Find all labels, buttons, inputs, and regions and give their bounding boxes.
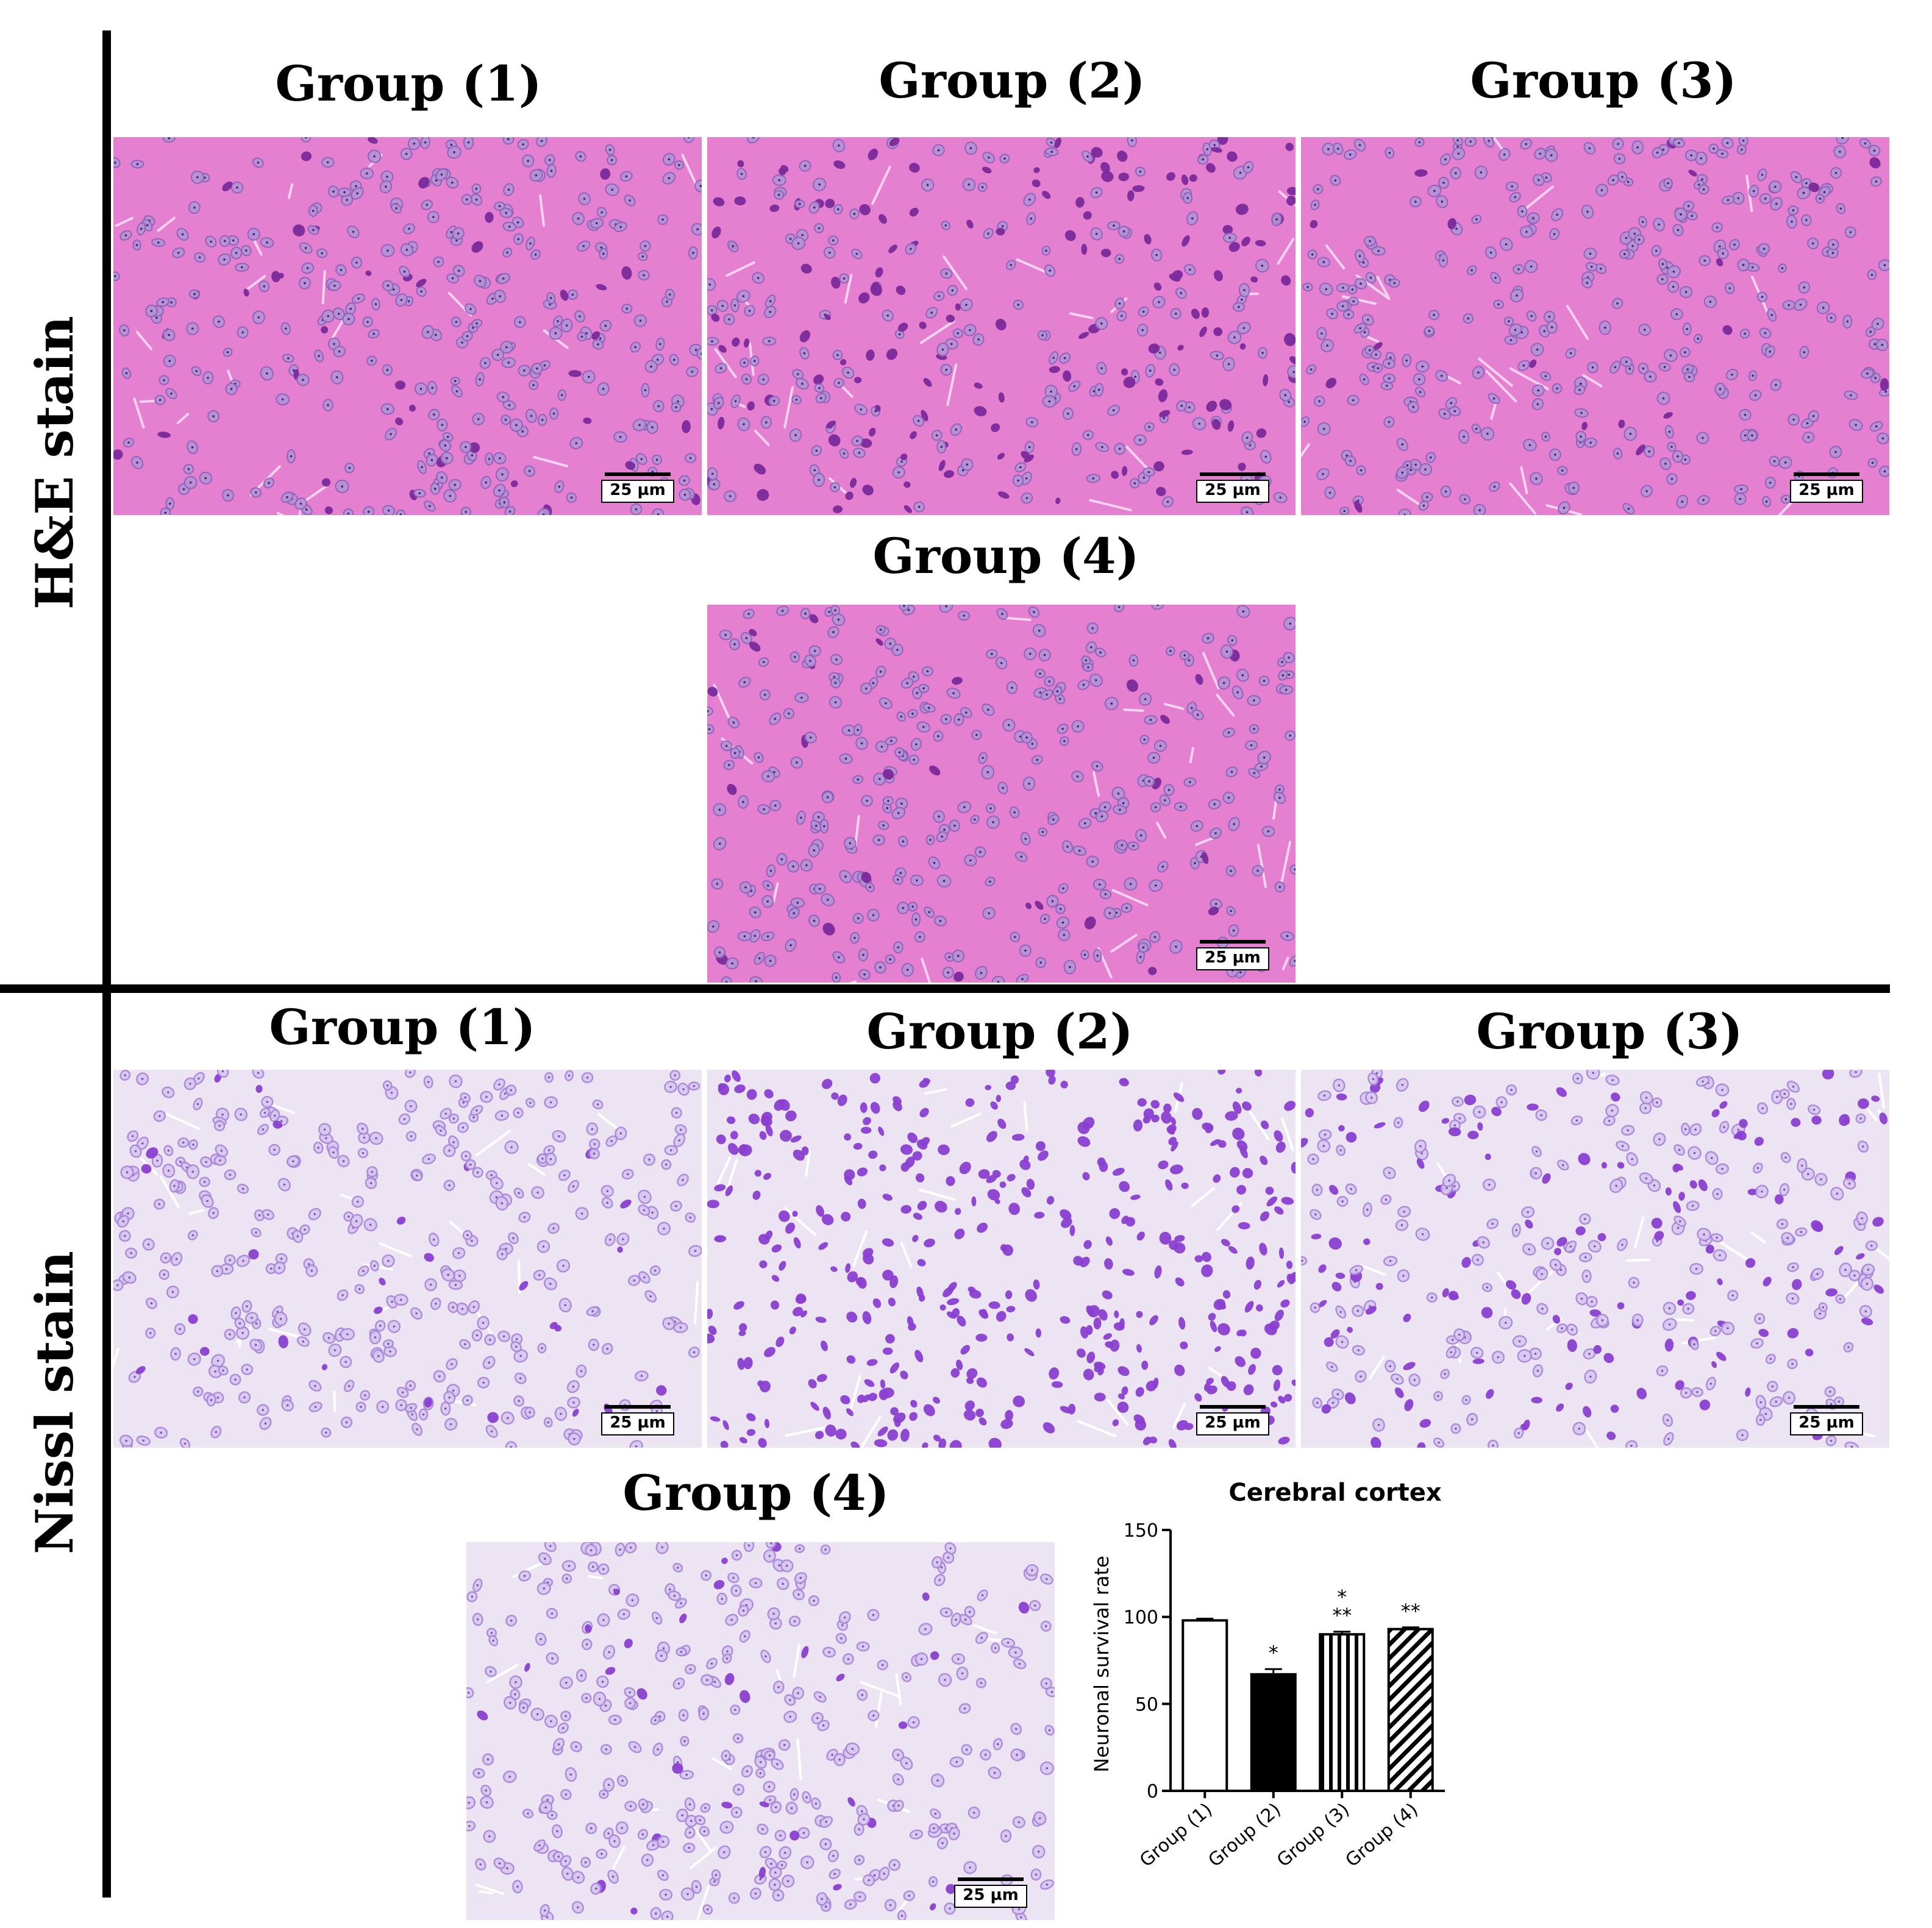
bar (1387, 1627, 1434, 1792)
he-group-2-micrograph: 25 µm (707, 137, 1296, 515)
scale-bar: 25 µm (1196, 1405, 1269, 1435)
nissl-group-2-title: Group (2) (866, 1003, 1133, 1060)
scale-bar: 25 µm (1196, 472, 1269, 503)
nissl-group-3-micrograph: 25 µm (1301, 1070, 1889, 1448)
tissue-texture (466, 1542, 1055, 1920)
scale-bar: 25 µm (601, 472, 674, 503)
tissue-texture (1301, 1070, 1889, 1448)
he-group-2-title: Group (2) (879, 52, 1146, 109)
scale-bar: 25 µm (1790, 472, 1863, 503)
x-tick-label: Group (4) (1342, 1799, 1422, 1871)
y-tick-label: 150 (1124, 1520, 1158, 1542)
y-tick-label: 0 (1147, 1781, 1158, 1802)
tissue-texture (113, 1070, 702, 1448)
y-axis-label: Neuronal survival rate (1090, 1556, 1113, 1772)
significance-marker: ** (1332, 1604, 1352, 1627)
he-group-1-title: Group (1) (275, 55, 542, 112)
bar (1319, 1633, 1366, 1792)
chart-title: Cerebral cortex (1228, 1479, 1441, 1507)
he-group-3-micrograph: 25 µm (1301, 137, 1889, 515)
x-tick-label: Group (1) (1136, 1799, 1216, 1871)
nissl-group-1-title: Group (1) (269, 998, 536, 1056)
significance-marker: ** (1401, 1599, 1420, 1623)
x-tick-label: Group (3) (1273, 1799, 1353, 1871)
nissl-group-1-micrograph: 25 µm (113, 1070, 702, 1448)
he-group-4-title: Group (4) (872, 527, 1139, 585)
x-tick-label: Group (2) (1205, 1799, 1285, 1871)
he-group-4-micrograph: 25 µm (707, 605, 1296, 983)
neuronal-survival-chart: Cerebral cortex Neuronal survival rate 0… (1090, 1479, 1445, 1871)
he-group-1-micrograph: 25 µm (113, 137, 702, 515)
scale-bar: 25 µm (1790, 1405, 1863, 1435)
tissue-texture (707, 137, 1296, 515)
nissl-stain-label: Nissl stain (24, 1251, 85, 1554)
tissue-texture (113, 137, 702, 515)
y-tick-label: 50 (1135, 1694, 1158, 1715)
tissue-texture (707, 605, 1296, 983)
y-tick-label: 100 (1124, 1607, 1158, 1629)
nissl-group-4-title: Group (4) (622, 1464, 889, 1521)
significance-marker: * (1269, 1641, 1278, 1664)
scale-bar: 25 µm (954, 1877, 1027, 1908)
tissue-texture (1301, 137, 1889, 515)
nissl-group-2-micrograph: 25 µm (707, 1070, 1296, 1448)
nissl-group-4-micrograph: 25 µm (466, 1542, 1055, 1920)
he-stain-label: H&E stain (24, 316, 85, 610)
he-group-3-title: Group (3) (1470, 52, 1737, 109)
scale-bar: 25 µm (601, 1405, 674, 1435)
significance-marker: * (1337, 1585, 1347, 1609)
vertical-divider (102, 30, 111, 1898)
horizontal-divider (0, 984, 1890, 993)
tissue-texture (707, 1070, 1296, 1448)
nissl-group-3-title: Group (3) (1476, 1003, 1743, 1060)
bar (1250, 1673, 1297, 1792)
scale-bar: 25 µm (1196, 940, 1269, 970)
bar (1182, 1619, 1228, 1793)
